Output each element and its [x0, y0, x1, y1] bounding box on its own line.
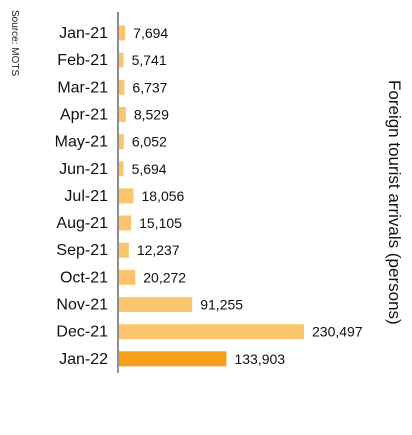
category-label: Jun-21	[59, 161, 108, 178]
value-label: 6,737	[132, 79, 167, 95]
category-label: Mar-21	[57, 79, 108, 96]
bar-jun-21	[119, 161, 124, 177]
value-label: 5,741	[132, 52, 167, 68]
value-label: 15,105	[139, 215, 182, 231]
bar-sep-21	[119, 242, 129, 258]
bar-feb-21	[119, 52, 124, 68]
bar-oct-21	[119, 269, 136, 285]
bar-jul-21	[119, 188, 134, 204]
value-label: 12,237	[137, 242, 180, 258]
bar-nov-21	[119, 297, 193, 312]
category-label: Dec-21	[56, 324, 108, 341]
bar-aug-21	[119, 215, 132, 231]
value-label: 230,497	[312, 324, 363, 340]
value-label: 7,694	[133, 25, 168, 41]
category-label: Jan-22	[59, 351, 108, 368]
category-label: Jul-21	[64, 188, 108, 205]
value-label: 8,529	[134, 106, 169, 122]
value-label: 18,056	[141, 188, 184, 204]
value-label: 133,903	[234, 351, 285, 367]
value-label: 91,255	[200, 297, 243, 313]
bar-jan-21	[119, 25, 126, 41]
category-label: Jan-21	[59, 25, 108, 42]
y-axis-label: Foreign tourist arrivals (persons)	[385, 80, 404, 325]
bar-jan-22	[119, 351, 227, 367]
value-label: 20,272	[143, 269, 186, 285]
category-label: Nov-21	[56, 297, 108, 314]
category-label: Apr-21	[60, 106, 108, 123]
value-label: 6,052	[132, 134, 167, 150]
bar-may-21	[119, 134, 124, 150]
source-note: Source: MOTS	[9, 10, 20, 77]
category-label: Sep-21	[56, 242, 108, 259]
category-label: Aug-21	[56, 215, 108, 232]
bar-mar-21	[119, 79, 125, 95]
bar-dec-21	[119, 324, 304, 340]
category-label: Oct-21	[60, 269, 108, 286]
bar-apr-21	[119, 106, 126, 122]
value-label: 5,694	[132, 161, 167, 177]
category-label: Feb-21	[57, 52, 108, 69]
category-label: May-21	[55, 134, 108, 151]
